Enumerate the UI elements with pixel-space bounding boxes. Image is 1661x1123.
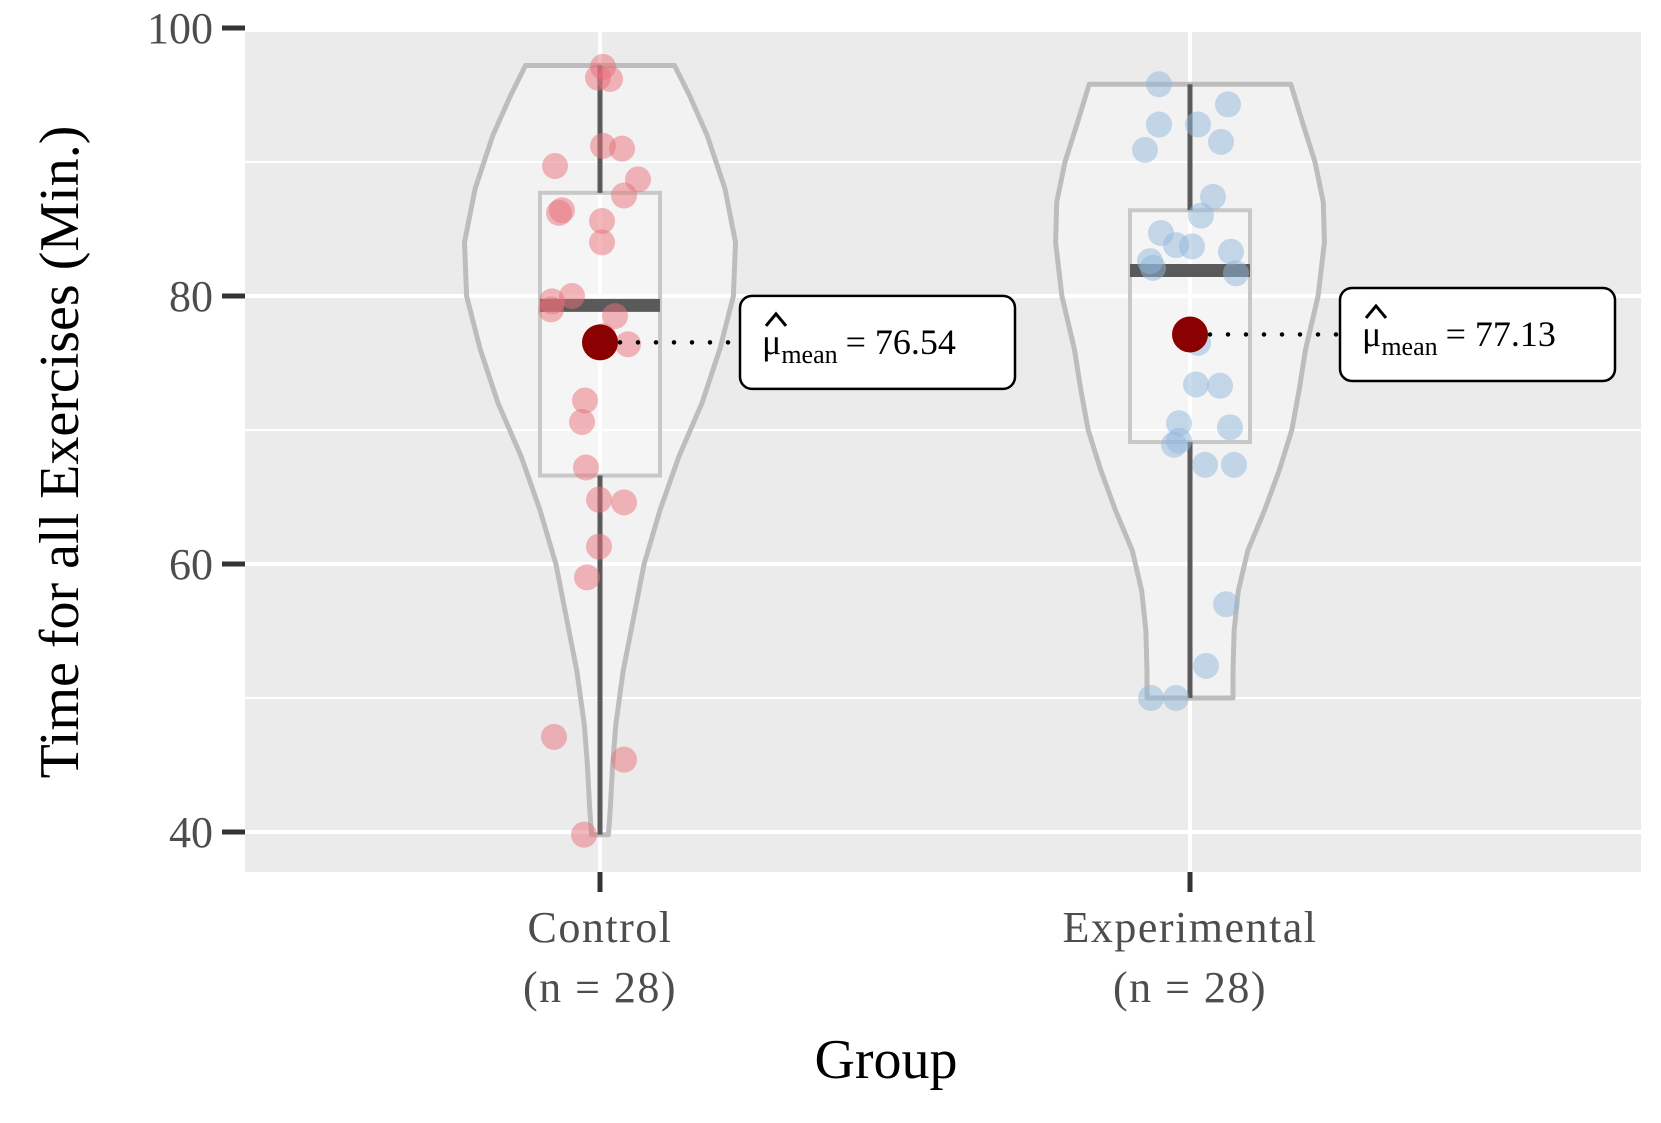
mean-point-experimental (1172, 316, 1208, 353)
plot-panel (245, 32, 1641, 872)
data-point-control-25 (541, 723, 567, 750)
data-point-control-12 (559, 283, 585, 309)
x-axis: Control (n = 28) Experimental (n = 28) (523, 872, 1317, 1012)
y-tick-label-80: 80 (169, 272, 213, 321)
y-tick-label-100: 100 (147, 4, 213, 53)
data-point-experimental-24 (1213, 591, 1239, 618)
mean-label-subscript: mean (1381, 332, 1437, 361)
data-point-experimental-26 (1138, 685, 1164, 711)
hat-symbol-experimental (1364, 303, 1388, 319)
x-tick-sublabel-experimental: (n = 28) (1113, 963, 1267, 1012)
data-point-experimental-19 (1217, 414, 1243, 441)
hat-symbol-control (764, 311, 788, 327)
mean-point-control (582, 324, 618, 361)
data-point-experimental-3 (1185, 111, 1211, 138)
data-point-control-15 (602, 303, 628, 330)
mean-label-symbol: μ (1362, 314, 1381, 354)
data-point-control-2 (597, 65, 623, 92)
mean-label-experimental: μmean = 77.13 (1362, 314, 1556, 361)
y-tick-label-40: 40 (169, 808, 213, 857)
data-point-experimental-27 (1163, 685, 1189, 711)
data-point-experimental-2 (1146, 111, 1172, 138)
data-point-experimental-1 (1215, 91, 1241, 118)
mean-label-box-control (738, 294, 1017, 391)
x-tick-label-control: Control (528, 903, 673, 952)
violin-control (462, 63, 738, 838)
x-axis-title: Group (814, 1029, 957, 1091)
data-point-control-5 (542, 153, 568, 180)
data-point-control-18 (572, 387, 598, 414)
data-point-experimental-0 (1146, 71, 1172, 98)
data-point-control-22 (611, 489, 637, 516)
data-point-control-23 (586, 533, 612, 560)
y-axis-title: Time for all Exercises (Min.) (29, 126, 91, 779)
data-point-control-26 (611, 746, 637, 773)
mean-label-box-experimental (1338, 286, 1617, 383)
jitter-points (538, 53, 1249, 848)
data-point-control-7 (611, 182, 637, 209)
data-point-control-9 (546, 199, 572, 226)
y-axis: 40 60 80 100 (147, 4, 245, 857)
mean-label-subscript: mean (781, 340, 837, 369)
data-point-experimental-7 (1188, 202, 1214, 229)
data-point-control-4 (609, 135, 635, 162)
data-point-experimental-21 (1161, 431, 1187, 458)
data-point-experimental-13 (1140, 254, 1166, 281)
data-point-control-3 (590, 132, 616, 159)
data-point-control-21 (586, 486, 612, 513)
data-point-experimental-25 (1193, 652, 1219, 679)
data-point-experimental-11 (1218, 238, 1244, 265)
mean-markers: μmean = 76.54 μmean = 77.13 (582, 286, 1617, 391)
data-point-experimental-10 (1179, 233, 1205, 260)
mean-label-symbol: μ (762, 322, 781, 362)
y-tick-label-60: 60 (169, 540, 213, 589)
data-point-experimental-16 (1183, 371, 1209, 398)
data-point-experimental-23 (1221, 451, 1247, 478)
data-point-control-27 (571, 821, 597, 848)
minor-gridlines (245, 161, 1641, 699)
data-point-experimental-5 (1132, 136, 1158, 163)
data-point-control-24 (574, 564, 600, 591)
x-tick-label-experimental: Experimental (1062, 903, 1317, 952)
data-point-control-10 (589, 207, 615, 234)
data-point-experimental-17 (1207, 372, 1233, 399)
data-point-experimental-22 (1192, 451, 1218, 478)
data-point-control-19 (569, 408, 595, 435)
data-point-experimental-14 (1223, 260, 1249, 287)
mean-label-control: μmean = 76.54 (762, 322, 956, 369)
data-point-control-11 (589, 229, 615, 256)
mean-label-value: = 76.54 (846, 322, 956, 362)
data-point-control-14 (538, 296, 564, 323)
data-point-control-20 (573, 454, 599, 481)
data-point-experimental-4 (1208, 128, 1234, 155)
data-point-experimental-6 (1200, 183, 1226, 210)
mean-label-value: = 77.13 (1446, 314, 1556, 354)
data-point-control-17 (615, 331, 641, 358)
x-tick-sublabel-control: (n = 28) (523, 963, 677, 1012)
